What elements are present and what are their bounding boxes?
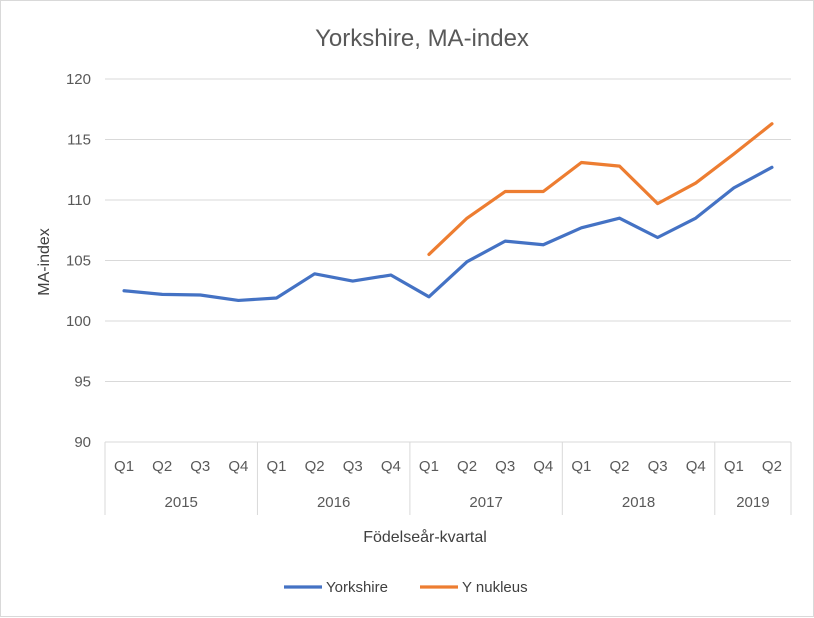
x-tick-label-quarter: Q4 [381, 458, 401, 475]
x-tick-label-quarter: Q2 [762, 458, 782, 475]
y-tick-label: 90 [74, 434, 91, 451]
x-tick-label-year: 2015 [165, 494, 198, 511]
y-tick-label: 100 [66, 313, 91, 330]
x-tick-label-quarter: Q3 [190, 458, 210, 475]
y-tick-label: 95 [74, 374, 91, 391]
x-tick-label-quarter: Q3 [648, 458, 668, 475]
y-tick-labels: 90 95 100 105 110 115 120 [66, 71, 91, 451]
y-tick-label: 105 [66, 253, 91, 270]
x-tick-label-quarter: Q3 [343, 458, 363, 475]
y-tick-label: 110 [67, 192, 91, 209]
gridlines [105, 78, 791, 443]
x-tick-label-year: 2018 [622, 494, 655, 511]
x-tick-label-year: 2017 [469, 494, 502, 511]
x-axis: Q1 Q2 Q3 Q4 Q1 Q2 Q3 Q4 Q1 Q2 Q3 Q4 Q1 Q2 Q3 Q4 Q1 Q2 2015… [104, 442, 792, 515]
x-tick-label-quarter: Q1 [114, 458, 134, 475]
legend: Yorkshire Y nukleus [284, 579, 528, 596]
legend-label: Yorkshire [326, 579, 388, 596]
series-line-yorkshire [122, 165, 774, 303]
x-tick-label-quarter: Q4 [228, 458, 248, 475]
x-tick-label-quarter: Q4 [686, 458, 706, 475]
y-axis-label: MA-index [36, 228, 53, 296]
x-tick-label-quarter: Q2 [152, 458, 172, 475]
y-tick-label: 120 [66, 71, 91, 88]
legend-label: Y nukleus [462, 579, 528, 596]
x-tick-label-quarter: Q2 [609, 458, 629, 475]
x-tick-label-year: 2019 [736, 494, 769, 511]
series-lines [122, 122, 774, 303]
series-line-y-nukleus [427, 122, 774, 257]
y-tick-label: 115 [67, 132, 91, 149]
x-tick-label-year: 2016 [317, 494, 350, 511]
chart-title: Yorkshire, MA-index [315, 25, 529, 52]
x-tick-label-quarter: Q3 [495, 458, 515, 475]
x-tick-label-quarter: Q2 [305, 458, 325, 475]
x-tick-label-quarter: Q1 [571, 458, 591, 475]
x-tick-label-quarter: Q1 [419, 458, 439, 475]
x-tick-label-quarter: Q1 [266, 458, 286, 475]
x-tick-label-quarter: Q2 [457, 458, 477, 475]
x-tick-label-quarter: Q1 [724, 458, 744, 475]
x-axis-label: Födelseår-kvartal [363, 528, 487, 546]
x-tick-label-quarter: Q4 [533, 458, 553, 475]
